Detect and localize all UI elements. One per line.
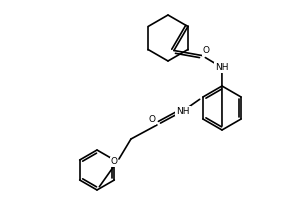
Text: O: O — [148, 116, 155, 124]
Text: NH: NH — [176, 106, 190, 116]
Text: O: O — [110, 158, 117, 166]
Text: O: O — [202, 46, 209, 55]
Text: NH: NH — [215, 63, 229, 72]
